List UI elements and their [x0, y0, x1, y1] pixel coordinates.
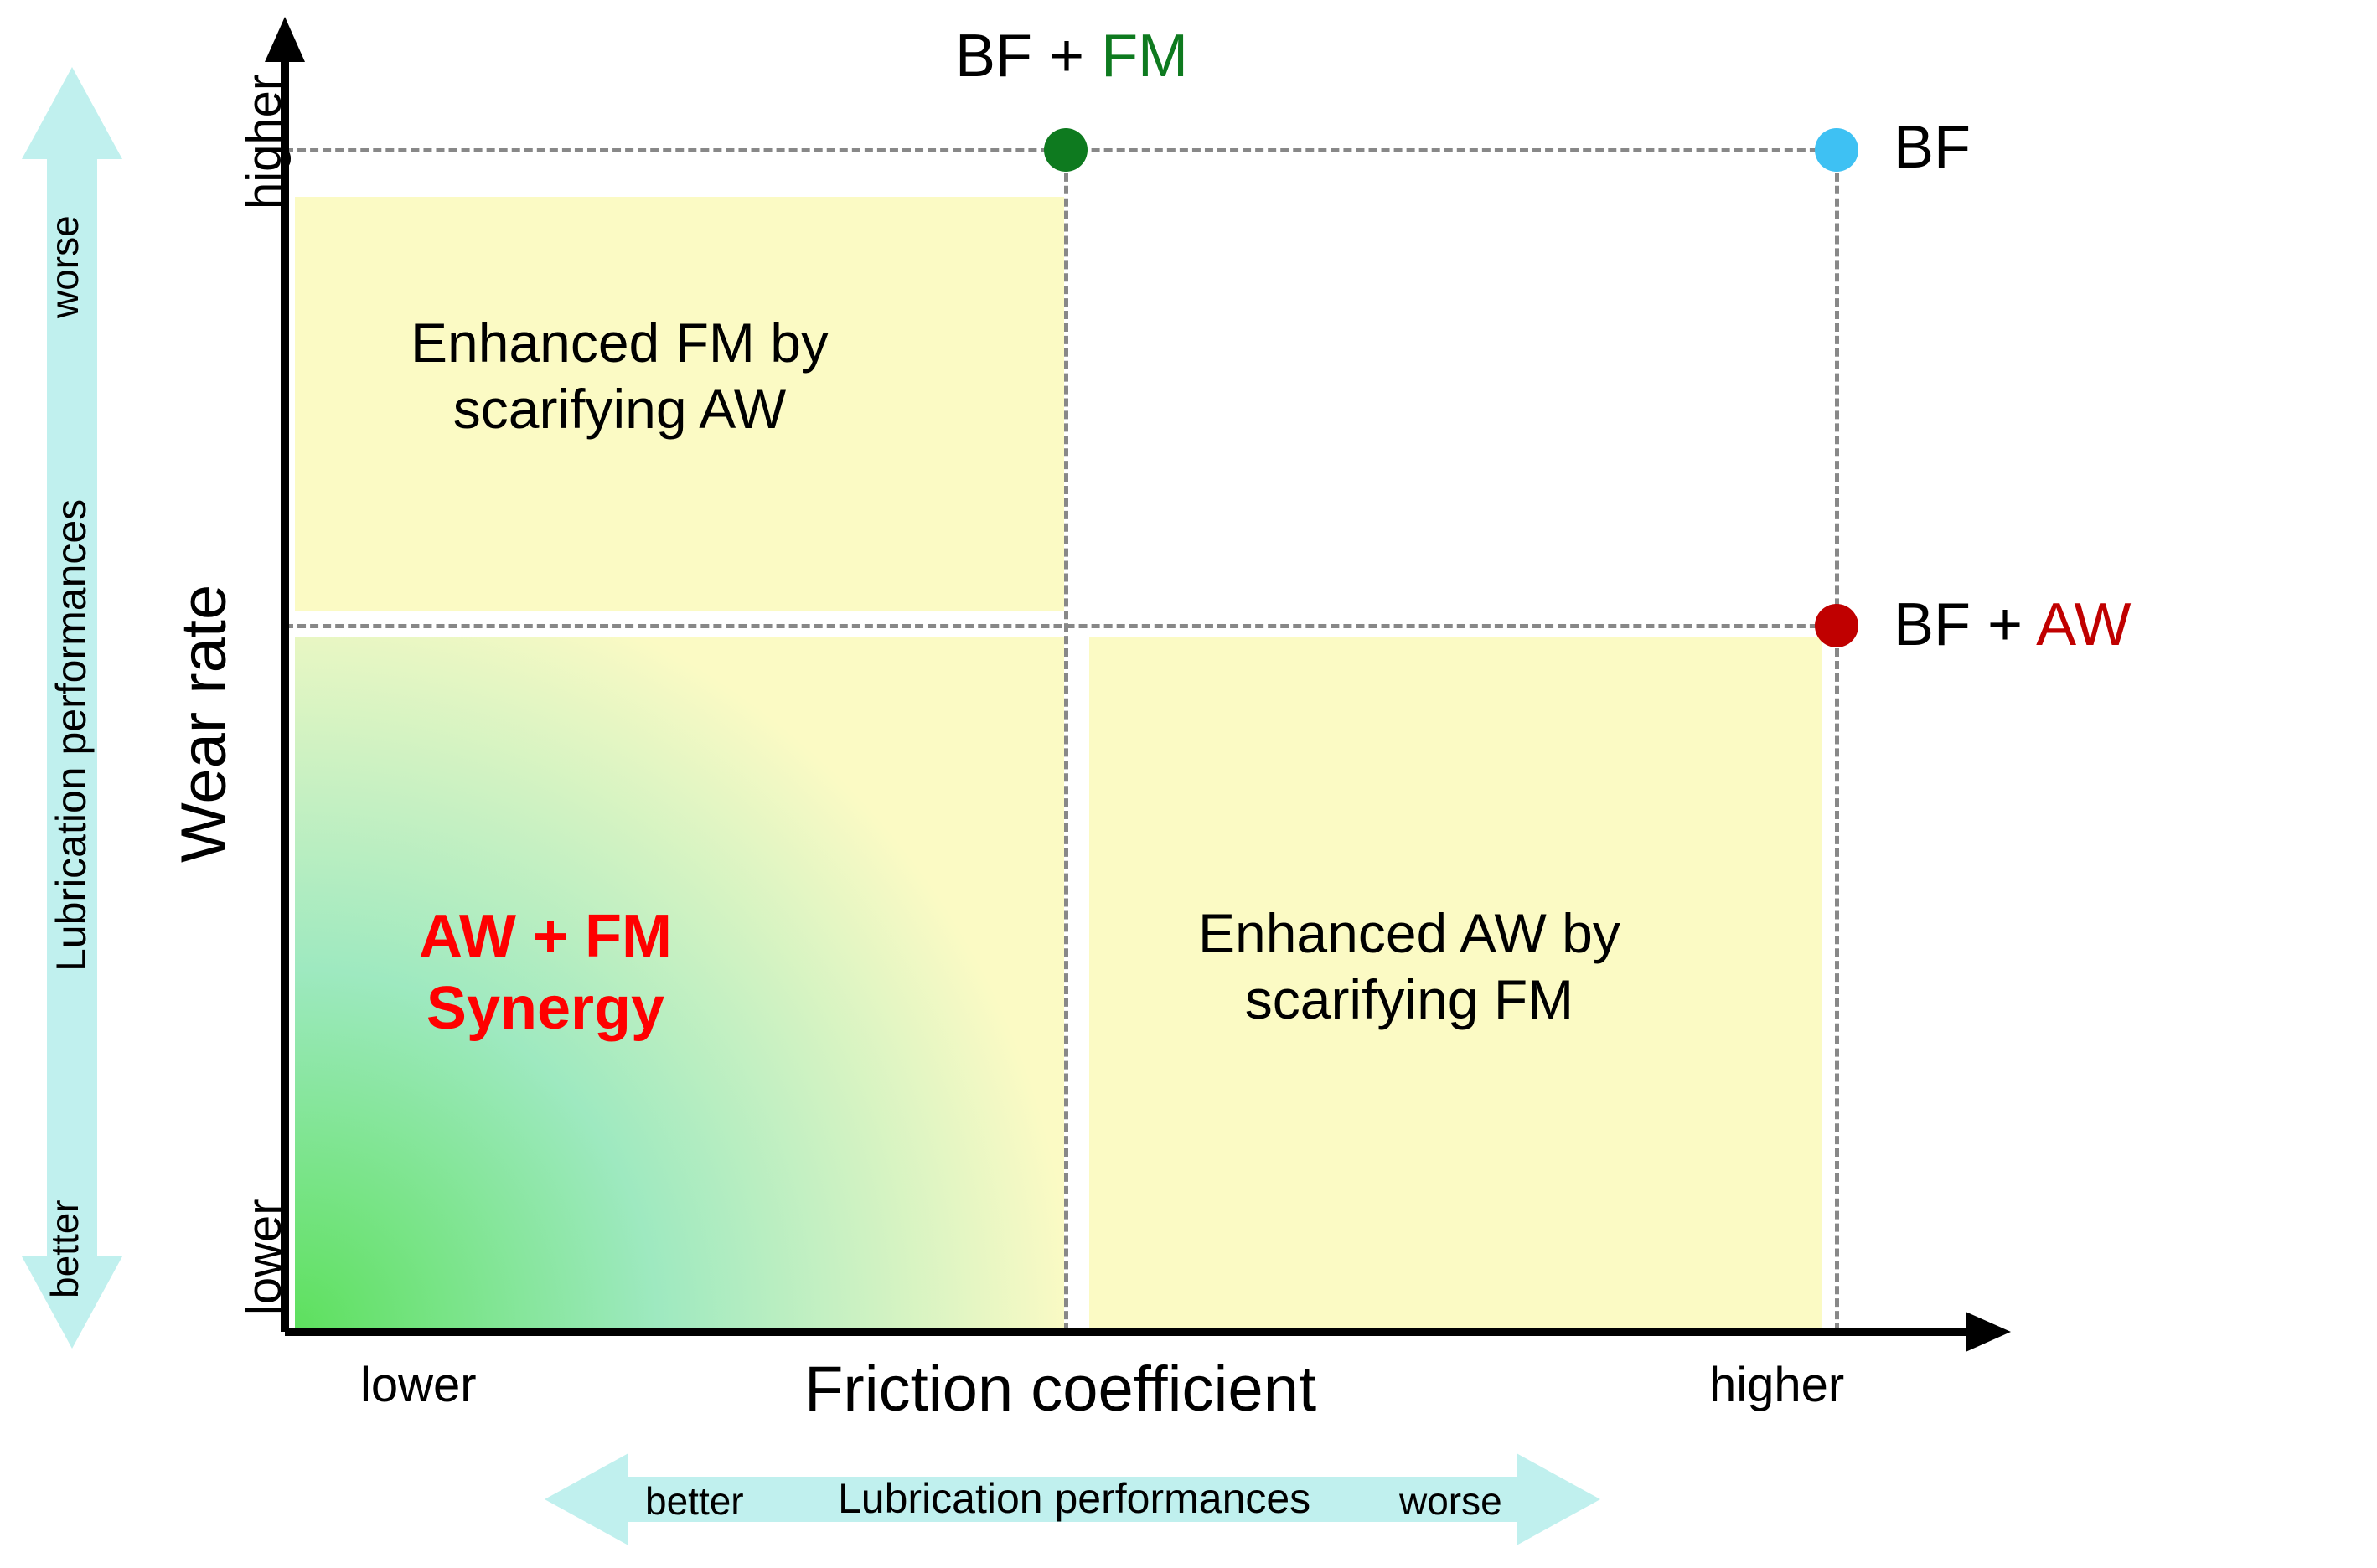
region-bottom-left-label: AW + FM Synergy	[419, 900, 672, 1045]
label-bf-aw: BF + AW	[1894, 591, 2131, 659]
x-tick-higher: higher	[1709, 1357, 1844, 1413]
region-bottom-right-l1: Enhanced AW by	[1198, 900, 1620, 967]
label-bf-fm: BF + FM	[955, 22, 1188, 90]
point-bf-aw	[1813, 602, 1860, 649]
point-bf-fm	[1042, 126, 1089, 173]
region-bottom-right-l2: scarifying FM	[1198, 967, 1620, 1033]
perf-arrow-h-worse: worse	[1399, 1478, 1502, 1524]
region-bottom-right-label: Enhanced AW by scarifying FM	[1198, 900, 1620, 1033]
label-bf: BF	[1894, 113, 1971, 182]
y-axis-title: Wear rate	[168, 585, 240, 863]
point-bf	[1813, 126, 1860, 173]
region-top-left-l2: scarifying AW	[411, 376, 829, 442]
region-top-left-l1: Enhanced FM by	[411, 310, 829, 376]
label-bf-aw-suffix: AW	[2036, 591, 2131, 658]
axes-svg	[251, 17, 2028, 1374]
diagram-root: worse Lubrication performances better We…	[0, 0, 2377, 1568]
perf-arrow-v-worse: worse	[42, 215, 87, 318]
perf-arrow-v-better: better	[42, 1199, 87, 1298]
perf-arrow-h-text: Lubrication performances	[838, 1474, 1310, 1523]
region-bottom-left-l1: AW + FM	[419, 900, 672, 972]
x-axis-title: Friction coefficient	[804, 1353, 1316, 1426]
x-tick-lower: lower	[360, 1357, 477, 1413]
region-top-left-label: Enhanced FM by scarifying AW	[411, 310, 829, 442]
label-bf-fm-prefix: BF +	[955, 23, 1101, 90]
label-bf-fm-suffix: FM	[1101, 23, 1188, 90]
perf-arrow-h-better: better	[645, 1478, 744, 1524]
label-bf-aw-prefix: BF +	[1894, 591, 2036, 658]
perf-arrow-v-text: Lubrication performances	[47, 499, 96, 972]
region-bottom-left-l2: Synergy	[419, 972, 672, 1044]
